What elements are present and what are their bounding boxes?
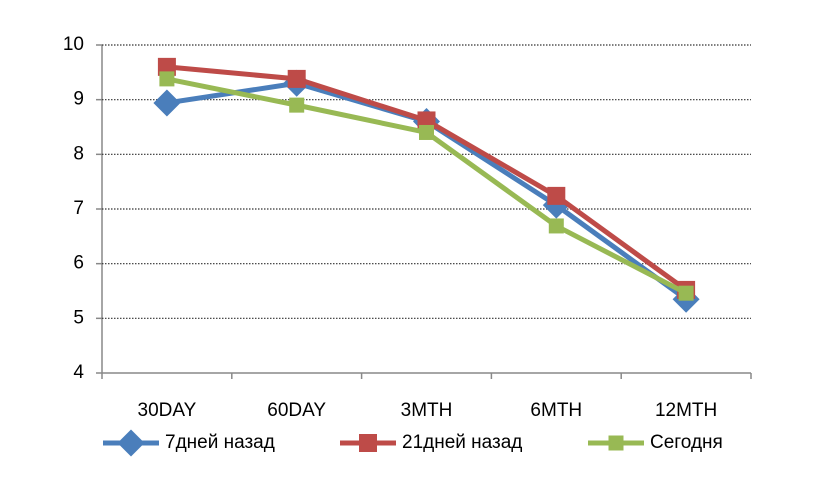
legend-marker [117,429,145,457]
series-line [166,64,688,292]
point [548,218,564,234]
y-tick-label: 10 [63,34,84,55]
x-tick-label: 6MTH [530,400,582,421]
x-tick-label: 12MTH [655,400,717,421]
legend-label: 7дней назад [165,432,275,453]
point [547,186,566,205]
x-tick-label: 60DAY [267,400,326,421]
y-tick-label: 6 [73,253,84,274]
y-tick-label: 9 [73,89,84,110]
y-tick-label: 7 [73,198,84,219]
legend-marker [608,435,624,451]
point [417,111,436,130]
x-tick-label: 30DAY [138,400,197,421]
y-tick-label: 8 [73,143,84,164]
y-tick-label: 4 [73,362,84,383]
point [289,97,305,113]
point [153,89,181,117]
point [287,69,306,88]
y-tick-label: 5 [73,307,84,328]
point [159,71,175,87]
legend-label: Сегодня [650,432,723,453]
legend-marker [359,434,377,452]
x-tick-label: 3MTH [401,400,453,421]
point [157,57,176,76]
point [678,285,694,301]
point [419,124,434,140]
legend-label: 21дней назад [402,432,522,453]
